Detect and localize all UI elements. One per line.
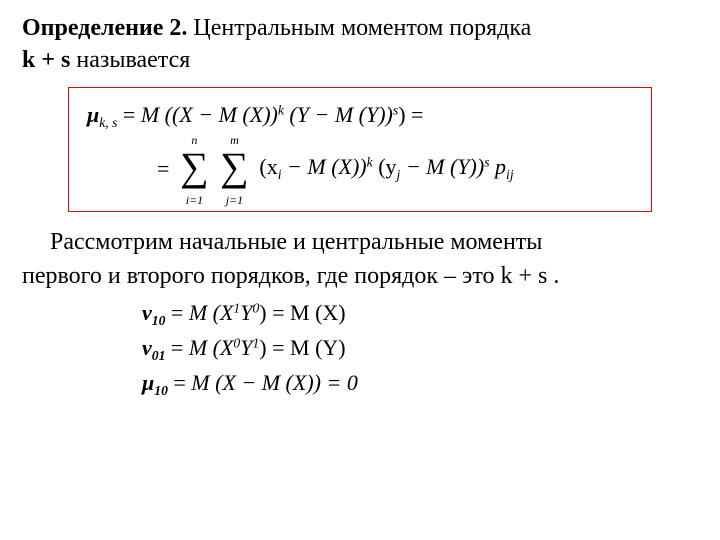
sum-i-bottom: i=1 — [179, 194, 209, 206]
mu10-eq: = — [168, 370, 191, 395]
moment-eq-nu10: ν10 = M (X1Y0) = M (X) — [142, 300, 698, 329]
nu01-c: ) = M (Y) — [259, 335, 345, 360]
nu10-sub: 10 — [152, 313, 166, 328]
sum-symbol-j: m ∑ j=1 — [219, 141, 249, 197]
nu10-b: Y — [240, 300, 252, 325]
central-moment-definition-line1: μk, s = M ((X − M (X))k (Y − M (Y))s) = — [87, 102, 633, 131]
equals-1: = — [117, 102, 140, 127]
mu-subscript: k, s — [99, 115, 117, 130]
sum-j-bottom: j=1 — [219, 194, 249, 206]
paragraph-line-1: Рассмотрим начальные и центральные момен… — [22, 226, 698, 258]
heading-text-1: Центральным моментом порядка — [187, 15, 531, 41]
moment-eq-nu01: ν01 = M (X0Y1) = M (Y) — [142, 335, 698, 364]
central-moment-definition-line2: = n ∑ i=1 m ∑ j=1 (xi − M (X))k (yj − M … — [87, 141, 633, 197]
page-root: Определение 2. Центральным моментом поря… — [0, 0, 720, 417]
sigma-glyph-2: ∑ — [219, 147, 249, 187]
mu-symbol: μ — [87, 102, 99, 127]
equals-2: = — [157, 156, 169, 182]
tail-sub: ij — [506, 167, 514, 182]
nu01-sub: 01 — [152, 348, 166, 363]
heading-prefix: Определение 2. — [22, 15, 187, 41]
sum-body: (xi − M (X))k (yj − M (Y))s pij — [259, 154, 513, 183]
mu10-rhs: M (X − M (X)) = 0 — [191, 370, 358, 395]
paragraph-line-2: первого и второго порядков, где порядок … — [22, 260, 698, 292]
nu10-a: M (X — [189, 300, 234, 325]
body-d: − M (Y)) — [400, 154, 484, 179]
mu10-sub: 10 — [154, 383, 168, 398]
para2-dot: . — [547, 263, 559, 289]
nu10-c: ) = M (X) — [259, 300, 345, 325]
sum-symbol-i: n ∑ i=1 — [179, 141, 209, 197]
nu01-b: Y — [240, 335, 252, 360]
definition-heading: Определение 2. Центральным моментом поря… — [22, 12, 698, 77]
moment-eq-mu10: μ10 = M (X − M (X)) = 0 — [142, 370, 698, 399]
nu10-eq: = — [165, 300, 188, 325]
body-a: (x — [259, 154, 277, 179]
heading-text-2: называется — [70, 47, 190, 73]
formula-box: μk, s = M ((X − M (X))k (Y − M (Y))s) = … — [68, 87, 652, 212]
tail-p: p — [490, 154, 507, 179]
mu10-sym: μ — [142, 370, 154, 395]
body-c: (y — [373, 154, 397, 179]
rhs-close: ) = — [398, 102, 423, 127]
heading-ks: k + s — [22, 47, 70, 73]
body-b: − M (X)) — [282, 154, 367, 179]
nu01-a: M (X — [189, 335, 234, 360]
para2-ks: k + s — [501, 263, 548, 289]
rhs-part-2: (Y − M (Y)) — [284, 102, 393, 127]
nu01-sym: ν — [142, 335, 152, 360]
nu10-sym: ν — [142, 300, 152, 325]
nu01-eq: = — [165, 335, 188, 360]
sigma-glyph-1: ∑ — [179, 147, 209, 187]
rhs-part-1: M ((X − M (X)) — [141, 102, 278, 127]
para2-a: первого и второго порядков, где порядок … — [22, 263, 501, 289]
